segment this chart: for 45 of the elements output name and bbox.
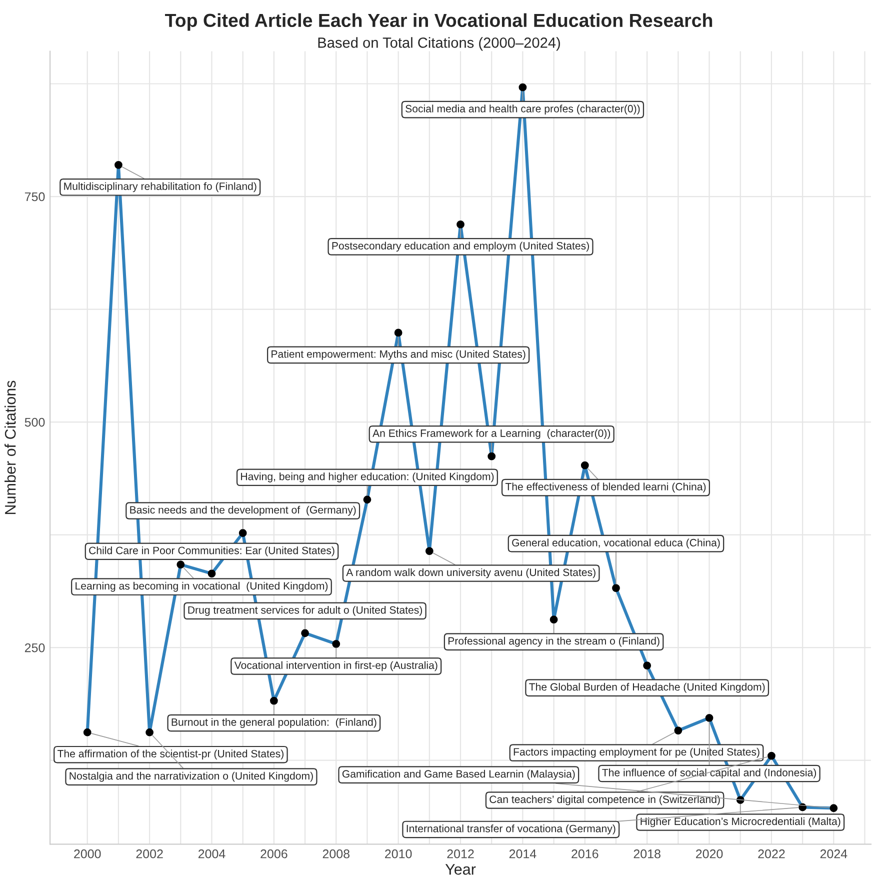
annotation: International transfer of vocationa (Germany) [406, 824, 616, 834]
annotation: A random walk down university avenu (United States) [346, 568, 596, 578]
x-tick-label: 2010 [385, 849, 412, 858]
annotation: Having, being and higher education: (United Kingdom) [241, 472, 494, 482]
y-tick-label: 750 [24, 192, 45, 202]
annotation: Professional agency in the stream o (Finland) [448, 636, 660, 647]
x-tick-label: 2004 [198, 849, 226, 858]
annotation: Multidisciplinary rehabilitation fo (Finland) [64, 182, 256, 192]
annotation: Social media and health care profes (character(0)) [406, 104, 640, 114]
annotation: An Ethics Framework for a Learning (character(0)) [372, 429, 610, 440]
annotation: The effectiveness of blended learni (China) [505, 482, 706, 492]
x-tick-label: 2008 [322, 849, 350, 858]
x-axis-title: Year [445, 864, 476, 875]
x-tick-label: 2006 [260, 849, 288, 858]
y-tick-label: 500 [24, 418, 45, 427]
x-tick-label: 2024 [820, 849, 848, 858]
chart-title: Top Cited Article Each Year in Vocational Education Research [165, 13, 712, 31]
x-tick-label: 2018 [634, 849, 660, 858]
chart-subtitle: Based on Total Citations (2000–2024) [318, 37, 560, 51]
x-tick-label: 2000 [74, 849, 101, 858]
annotation: Basic needs and the development of (Germany) [130, 506, 356, 516]
annotation: Postsecondary education and employm (United States) [332, 242, 589, 252]
annotation: Nostalgia and the narrativization o (United Kingdom) [70, 772, 313, 782]
annotation: The influence of social capital and (Indonesia) [602, 768, 816, 778]
x-tick-label: 2012 [447, 849, 474, 858]
annotation: Gamification and Game Based Learnin (Malaysia) [342, 770, 575, 780]
annotation: General education, vocational educa (China) [512, 538, 720, 548]
x-tick-label: 2022 [758, 849, 785, 858]
annotation: Drug treatment services for adult o (United States) [188, 606, 422, 616]
annotation: Higher Education’s Microcredentiali (Malta) [640, 817, 840, 828]
annotation: Factors impacting employment for pe (United States) [514, 748, 760, 758]
annotation: The Global Burden of Headache (United Kingdom) [529, 682, 765, 693]
x-tick-label: 2014 [509, 849, 536, 858]
annotation: The affirmation of the scientist-pr (United States) [58, 750, 284, 760]
annotation: Child Care in Poor Communities: Ear (United States) [89, 546, 334, 556]
annotation: Can teachers’ digital competence in (Switzerland) [490, 795, 720, 806]
annotation: Vocational intervention in first-ep (Australia) [234, 661, 438, 672]
x-tick-label: 2020 [696, 849, 723, 858]
y-tick-label: 250 [24, 643, 45, 652]
annotation: Learning as becoming in vocational (United Kingdom) [76, 582, 328, 592]
y-axis-title: Number of Citations [4, 380, 16, 514]
annotation: Burnout in the general population: (Finland) [172, 718, 376, 728]
x-tick-label: 2016 [572, 849, 598, 858]
annotation: Patient empowerment: Myths and misc (United States) [272, 350, 526, 360]
x-tick-label: 2002 [136, 849, 163, 858]
